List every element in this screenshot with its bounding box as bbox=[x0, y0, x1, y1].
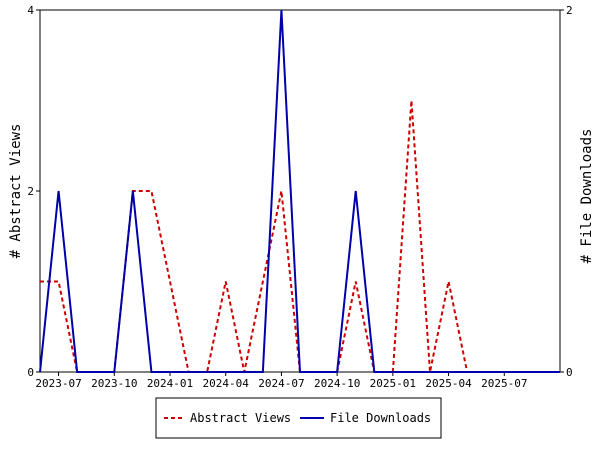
left-tick-label: 2 bbox=[27, 185, 34, 198]
right-axis-title: # File Downloads bbox=[579, 129, 595, 264]
x-tick-label: 2025-04 bbox=[425, 377, 472, 390]
x-tick-label: 2024-04 bbox=[203, 377, 250, 390]
right-tick-label: 2 bbox=[566, 4, 573, 17]
right-axis-ticks: 02 bbox=[560, 4, 573, 379]
left-axis-ticks: 0 2 4 bbox=[27, 4, 40, 379]
right-tick-label: 0 bbox=[566, 366, 573, 379]
legend-box bbox=[155, 397, 442, 439]
legend: Abstract Views File Downloads bbox=[155, 397, 442, 439]
left-axis-title: # Abstract Views bbox=[8, 124, 24, 259]
x-tick-label: 2025-01 bbox=[370, 377, 416, 390]
x-tick-label: 2024-10 bbox=[314, 377, 360, 390]
plot-frame bbox=[39, 9, 561, 373]
x-tick-label: 2024-07 bbox=[258, 377, 304, 390]
x-axis-ticks: 2023-07 2023-10 2024-01 2024-04 2024-07 2024-… bbox=[35, 372, 527, 390]
x-tick-label: 2023-07 bbox=[35, 377, 81, 390]
x-tick-label: 2023-10 bbox=[91, 377, 137, 390]
legend-label-file-downloads: File Downloads bbox=[330, 411, 431, 425]
left-tick-label: 0 bbox=[27, 366, 34, 379]
series-layer bbox=[39, 9, 560, 373]
left-tick-label: 4 bbox=[27, 4, 34, 17]
x-tick-label: 2024-01 bbox=[147, 377, 193, 390]
series-line-file-downloads bbox=[39, 9, 560, 373]
x-tick-label: 2025-07 bbox=[481, 377, 527, 390]
legend-label-abstract-views: Abstract Views bbox=[190, 411, 291, 425]
